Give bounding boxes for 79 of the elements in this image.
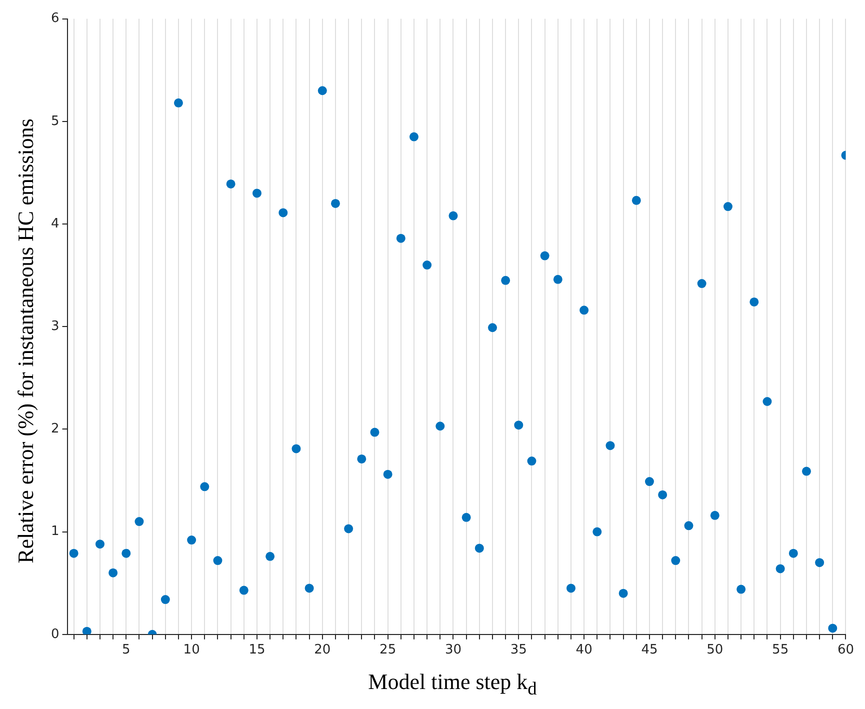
point — [566, 584, 576, 593]
point — [318, 86, 327, 96]
point — [592, 527, 602, 536]
point — [383, 470, 392, 479]
point — [200, 482, 210, 492]
x-tick-label: 45 — [641, 642, 658, 658]
point — [697, 279, 706, 288]
point — [160, 595, 170, 604]
point — [436, 422, 445, 431]
point — [788, 548, 798, 558]
point — [278, 208, 288, 218]
y-tick-label: 5 — [50, 114, 60, 129]
point — [69, 548, 78, 558]
point — [488, 323, 497, 332]
point — [396, 234, 406, 243]
x-tick-label: 25 — [380, 642, 396, 658]
point — [527, 456, 536, 466]
x-tick-label: 15 — [248, 642, 266, 658]
point — [501, 276, 510, 285]
point — [776, 564, 785, 574]
y-tick-label: 0 — [50, 626, 60, 642]
point — [828, 624, 838, 633]
y-tick-label: 1 — [50, 524, 60, 540]
point — [82, 626, 92, 634]
point — [370, 428, 380, 437]
x-tick-label: 10 — [183, 642, 200, 658]
point — [174, 98, 183, 108]
x-tick-label: 60 — [837, 642, 854, 658]
x-tick-label: 40 — [576, 642, 592, 658]
point — [422, 260, 432, 270]
point — [239, 586, 248, 595]
y-tick-label: 6 — [50, 11, 60, 26]
point — [357, 454, 366, 464]
point — [580, 306, 589, 315]
x-tick-label: 50 — [706, 642, 724, 658]
x-tick-label: 30 — [444, 642, 462, 658]
point — [95, 540, 104, 549]
x-tick-label: 55 — [772, 642, 789, 658]
point — [187, 536, 196, 545]
point — [448, 211, 458, 220]
x-tick-label: 5 — [122, 642, 130, 658]
point — [226, 179, 236, 188]
point — [344, 524, 354, 534]
point — [618, 588, 628, 598]
point — [710, 510, 720, 520]
y-tick-label: 4 — [50, 216, 60, 232]
point — [409, 132, 418, 142]
point — [330, 198, 340, 208]
y-axis-title: Relative error (%) for instantaneous HC emissions — [13, 118, 39, 564]
point — [658, 490, 668, 500]
y-tick-label: 3 — [50, 318, 60, 334]
point — [474, 544, 484, 553]
point — [266, 552, 275, 561]
point — [304, 584, 314, 593]
x-tick-label: 35 — [510, 642, 527, 658]
point — [606, 441, 615, 450]
point — [514, 420, 524, 430]
point — [632, 196, 641, 205]
point — [462, 512, 471, 522]
point — [213, 556, 222, 566]
x-tick-label: 20 — [314, 642, 331, 658]
point — [762, 397, 772, 406]
point — [540, 251, 550, 260]
point — [815, 558, 824, 568]
point — [736, 584, 746, 594]
point — [134, 517, 144, 526]
point — [750, 297, 759, 306]
point — [723, 202, 732, 212]
point — [122, 548, 131, 558]
point — [252, 188, 262, 198]
point — [644, 477, 654, 486]
point — [108, 568, 118, 578]
point — [802, 466, 811, 476]
y-tick-label: 2 — [50, 422, 60, 437]
point — [684, 521, 694, 530]
point — [671, 556, 680, 566]
point — [553, 274, 562, 284]
x-axis-title: Model time step k$_{d}$ — [367, 668, 538, 699]
point — [292, 444, 301, 454]
